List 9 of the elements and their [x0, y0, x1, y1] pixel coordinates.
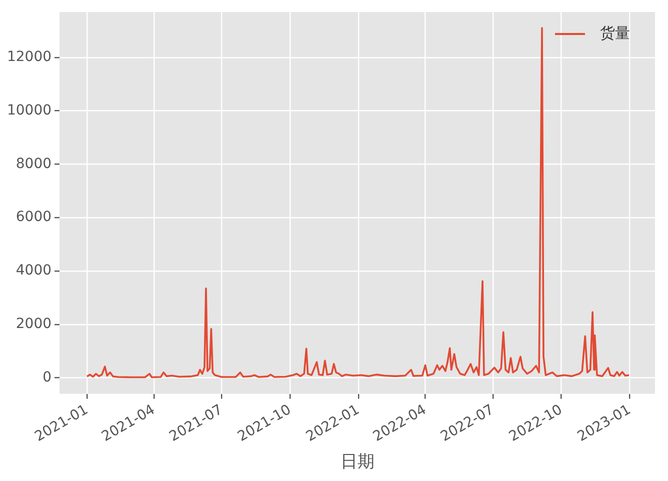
- y-tick-label: 0: [42, 369, 52, 386]
- y-tick-label: 8000: [16, 156, 52, 172]
- y-tick-label: 4000: [16, 262, 52, 279]
- legend-label: 货量: [600, 24, 630, 42]
- x-axis-title: 日期: [340, 452, 374, 472]
- y-tick-label: 10000: [6, 102, 52, 118]
- y-tick-label: 6000: [16, 209, 52, 226]
- y-tick-label: 2000: [16, 316, 52, 332]
- y-tick-label: 12000: [6, 49, 52, 66]
